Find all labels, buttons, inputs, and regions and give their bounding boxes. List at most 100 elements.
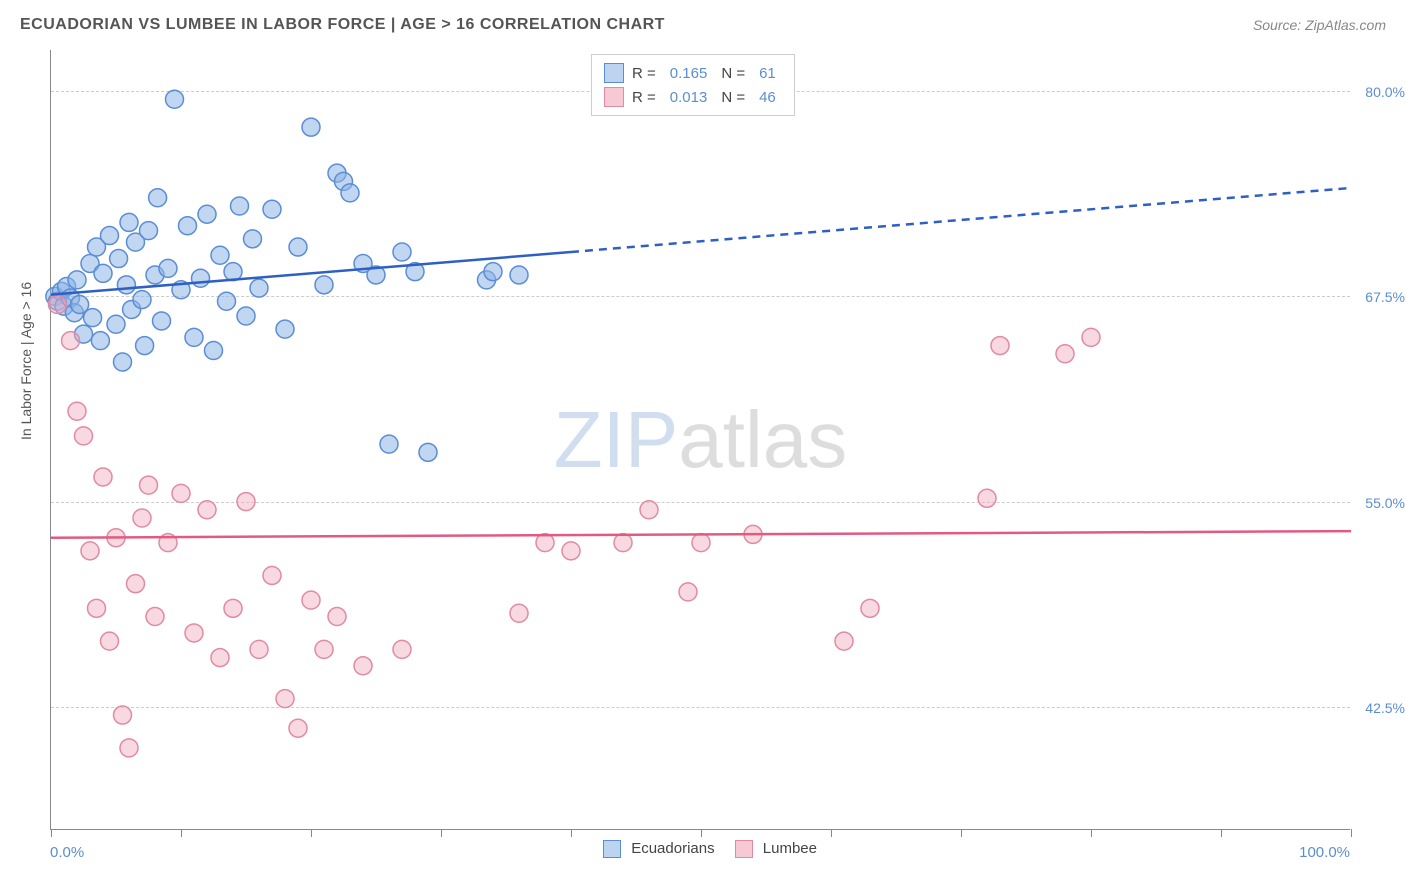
data-point	[224, 599, 242, 617]
legend-series-label: Lumbee	[759, 840, 817, 857]
data-point	[172, 484, 190, 502]
data-point	[250, 279, 268, 297]
data-point	[114, 706, 132, 724]
n-label: N =	[721, 89, 745, 106]
x-tick	[441, 829, 442, 837]
data-point	[315, 640, 333, 658]
legend-row: R =0.165N =61	[604, 61, 782, 85]
legend-swatch	[603, 840, 621, 858]
r-label: R =	[632, 89, 656, 106]
data-point	[237, 307, 255, 325]
data-point	[120, 739, 138, 757]
y-tick-label: 55.0%	[1365, 495, 1405, 511]
data-point	[354, 657, 372, 675]
data-point	[133, 509, 151, 527]
data-point	[101, 227, 119, 245]
data-point	[510, 604, 528, 622]
data-point	[289, 238, 307, 256]
x-tick	[51, 829, 52, 837]
data-point	[640, 501, 658, 519]
plot-area: 42.5%55.0%67.5%80.0% ZIPatlas R =0.165N …	[50, 50, 1350, 830]
data-point	[49, 296, 67, 314]
data-point	[81, 542, 99, 560]
data-point	[205, 342, 223, 360]
data-point	[419, 443, 437, 461]
data-point	[91, 332, 109, 350]
y-tick-label: 80.0%	[1365, 84, 1405, 100]
data-point	[231, 197, 249, 215]
n-label: N =	[721, 65, 745, 82]
legend-swatch	[604, 87, 624, 107]
data-point	[328, 608, 346, 626]
x-tick	[1221, 829, 1222, 837]
data-point	[211, 649, 229, 667]
data-point	[679, 583, 697, 601]
data-point	[250, 640, 268, 658]
data-point	[978, 489, 996, 507]
x-tick	[1091, 829, 1092, 837]
data-point	[136, 337, 154, 355]
n-value: 46	[759, 89, 776, 106]
data-point	[562, 542, 580, 560]
data-point	[117, 276, 135, 294]
data-point	[179, 217, 197, 235]
data-point	[237, 493, 255, 511]
data-point	[114, 353, 132, 371]
data-point	[861, 599, 879, 617]
data-point	[88, 599, 106, 617]
data-point	[218, 292, 236, 310]
data-point	[107, 315, 125, 333]
data-point	[510, 266, 528, 284]
data-point	[835, 632, 853, 650]
legend-series-label: Ecuadorians	[627, 840, 715, 857]
n-value: 61	[759, 65, 776, 82]
data-point	[133, 291, 151, 309]
data-point	[68, 271, 86, 289]
x-tick	[831, 829, 832, 837]
data-point	[185, 624, 203, 642]
data-point	[380, 435, 398, 453]
correlation-legend: R =0.165N =61R =0.013N =46	[591, 54, 795, 116]
data-point	[393, 640, 411, 658]
y-tick-label: 42.5%	[1365, 700, 1405, 716]
data-point	[198, 205, 216, 223]
data-point	[302, 118, 320, 136]
source-attribution: Source: ZipAtlas.com	[1253, 17, 1386, 33]
data-point	[146, 608, 164, 626]
data-point	[62, 332, 80, 350]
series-legend: Ecuadorians Lumbee	[50, 840, 1350, 858]
data-point	[192, 269, 210, 287]
legend-swatch	[735, 840, 753, 858]
data-point	[110, 250, 128, 268]
data-point	[153, 312, 171, 330]
data-point	[276, 690, 294, 708]
data-point	[484, 263, 502, 281]
data-point	[94, 468, 112, 486]
r-value: 0.013	[670, 89, 708, 106]
data-point	[991, 337, 1009, 355]
data-point	[185, 328, 203, 346]
x-tick	[701, 829, 702, 837]
data-point	[140, 222, 158, 240]
data-point	[393, 243, 411, 261]
data-point	[68, 402, 86, 420]
data-point	[75, 427, 93, 445]
data-point	[166, 90, 184, 108]
data-point	[140, 476, 158, 494]
y-axis-label: In Labor Force | Age > 16	[18, 282, 34, 440]
data-point	[302, 591, 320, 609]
data-point	[94, 264, 112, 282]
data-point	[127, 575, 145, 593]
chart-header: ECUADORIAN VS LUMBEE IN LABOR FORCE | AG…	[0, 0, 1406, 50]
chart-title: ECUADORIAN VS LUMBEE IN LABOR FORCE | AG…	[20, 16, 665, 34]
data-point	[614, 534, 632, 552]
r-label: R =	[632, 65, 656, 82]
data-point	[101, 632, 119, 650]
data-point	[341, 184, 359, 202]
data-point	[315, 276, 333, 294]
data-point	[276, 320, 294, 338]
x-tick	[181, 829, 182, 837]
trend-line-extrapolated	[571, 188, 1351, 252]
legend-swatch	[604, 63, 624, 83]
x-tick	[1351, 829, 1352, 837]
